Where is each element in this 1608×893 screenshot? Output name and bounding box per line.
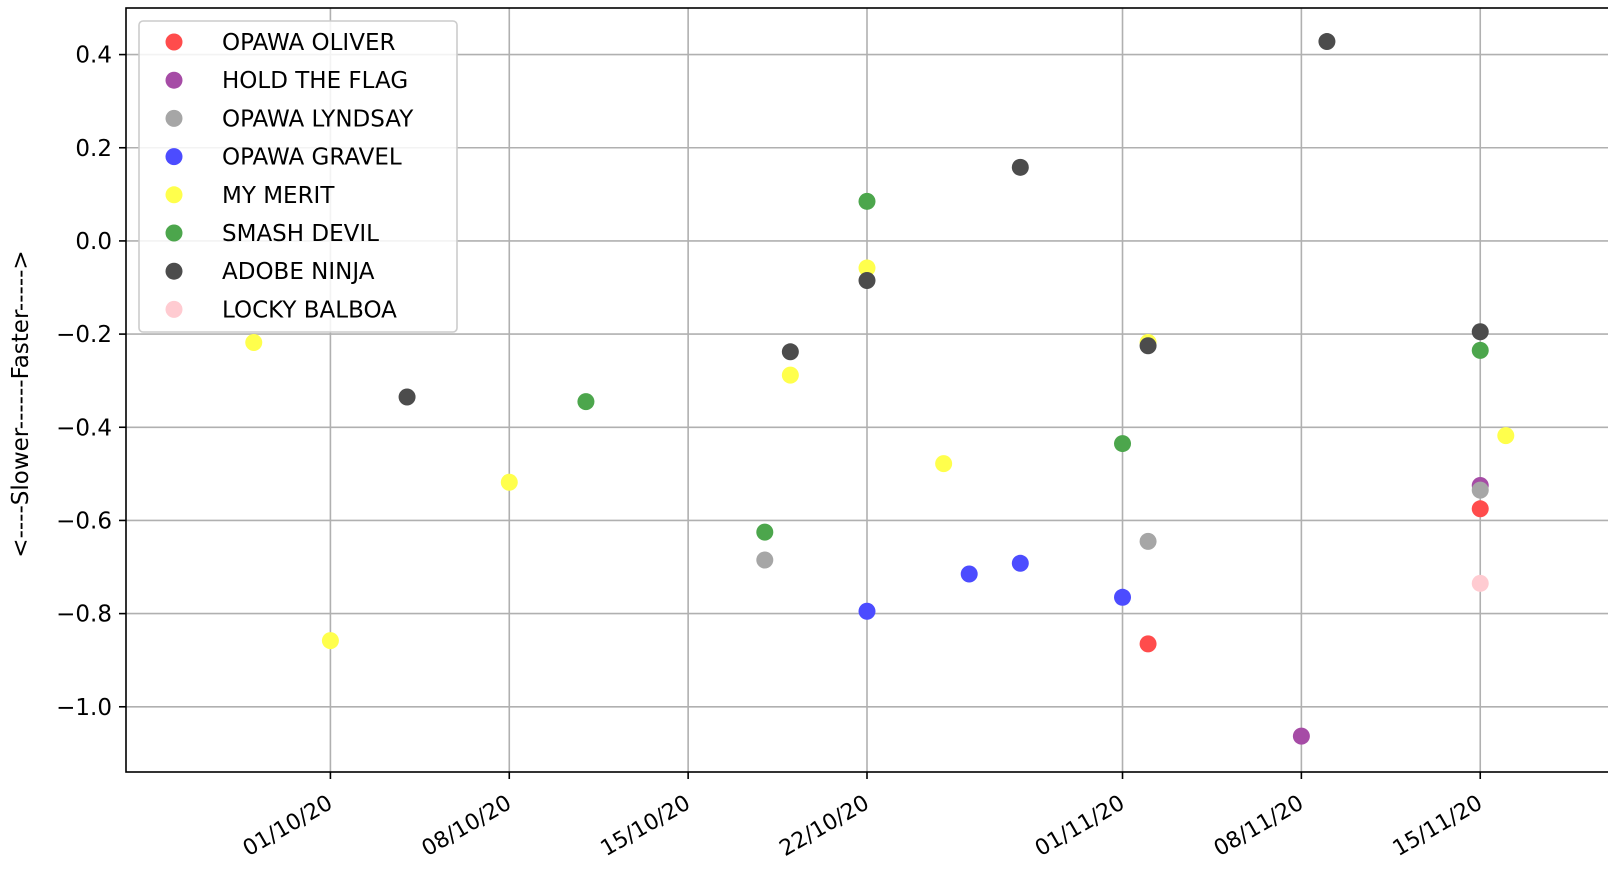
y-tick-label: 0.4 xyxy=(75,43,112,69)
legend-label: HOLD THE FLAG xyxy=(222,68,408,94)
data-point xyxy=(1471,500,1489,518)
legend-marker xyxy=(165,224,183,242)
data-point xyxy=(398,388,416,406)
series-adobe-ninja xyxy=(398,33,1489,406)
x-axis: 01/10/20 08/10/20 15/10/20 22/10/20 01/11/20… xyxy=(239,772,1487,862)
data-point xyxy=(1139,635,1157,653)
legend-marker xyxy=(165,300,183,318)
series-smash-devil xyxy=(577,192,1489,541)
data-point xyxy=(1471,323,1489,341)
data-point xyxy=(781,343,799,361)
data-point xyxy=(858,602,876,620)
series-opawa-oliver xyxy=(1139,500,1489,653)
legend-label: OPAWA LYNDSAY xyxy=(222,106,414,132)
series-hold-the-flag xyxy=(1292,477,1489,745)
legend: OPAWA OLIVER HOLD THE FLAG OPAWA LYNDSAY OP… xyxy=(138,20,458,333)
x-tick-label: 08/10/20 xyxy=(418,791,516,862)
legend-label: MY MERIT xyxy=(222,183,335,209)
series-opawa-lyndsay xyxy=(756,481,1489,569)
data-point xyxy=(781,366,799,384)
series-opawa-gravel xyxy=(858,554,1132,620)
data-point xyxy=(960,565,978,583)
data-point xyxy=(1292,727,1310,745)
data-point xyxy=(1114,435,1132,453)
data-point xyxy=(500,473,518,491)
x-tick-label: 08/11/20 xyxy=(1210,791,1308,862)
legend-label: OPAWA GRAVEL xyxy=(222,145,402,171)
data-point xyxy=(935,455,953,473)
legend-marker xyxy=(165,109,183,127)
data-point xyxy=(1471,341,1489,359)
data-point xyxy=(1139,337,1157,355)
legend-marker xyxy=(165,71,183,89)
legend-marker xyxy=(165,33,183,51)
data-point xyxy=(1318,33,1336,51)
data-point xyxy=(858,259,876,277)
y-tick-label: −0.8 xyxy=(56,602,112,628)
data-point xyxy=(1139,532,1157,550)
y-tick-label: 0.2 xyxy=(75,136,112,162)
series-locky-balboa xyxy=(1471,574,1489,592)
x-tick-label: 22/10/20 xyxy=(776,791,874,862)
y-tick-label: −0.4 xyxy=(56,415,112,441)
legend-marker xyxy=(165,186,183,204)
data-point xyxy=(756,523,774,541)
data-point xyxy=(858,192,876,210)
legend-marker xyxy=(165,262,183,280)
legend-box xyxy=(138,20,458,333)
data-point xyxy=(1471,574,1489,592)
data-point xyxy=(858,272,876,290)
data-points xyxy=(245,33,1515,745)
data-point xyxy=(756,551,774,569)
x-tick-label: 01/10/20 xyxy=(239,791,337,862)
y-tick-label: −0.6 xyxy=(56,508,112,534)
data-point xyxy=(245,333,263,351)
y-axis-label: <----Slower------Faster-----> xyxy=(8,250,34,557)
y-axis: 0.4 0.2 0.0 −0.2 −0.4 −0.6 −0.8 −1.0 xyxy=(56,43,126,721)
data-point xyxy=(321,632,339,650)
x-tick-label: 15/11/20 xyxy=(1389,791,1487,862)
plot-frame xyxy=(125,7,1608,773)
data-point xyxy=(1011,554,1029,572)
data-point xyxy=(1471,481,1489,499)
data-point xyxy=(1011,158,1029,176)
legend-marker xyxy=(165,148,183,166)
legend-label: OPAWA OLIVER xyxy=(222,30,395,56)
y-tick-label: −1.0 xyxy=(56,695,112,721)
data-point xyxy=(1497,427,1515,445)
legend-label: LOCKY BALBOA xyxy=(222,297,397,323)
data-point xyxy=(1114,588,1132,606)
data-point xyxy=(577,393,595,411)
legend-label: ADOBE NINJA xyxy=(222,259,375,285)
y-tick-label: −0.2 xyxy=(56,322,112,348)
legend-label: SMASH DEVIL xyxy=(222,221,379,247)
x-tick-label: 15/10/20 xyxy=(597,791,695,862)
x-tick-label: 01/11/20 xyxy=(1031,791,1129,862)
y-tick-label: 0.0 xyxy=(75,229,112,255)
